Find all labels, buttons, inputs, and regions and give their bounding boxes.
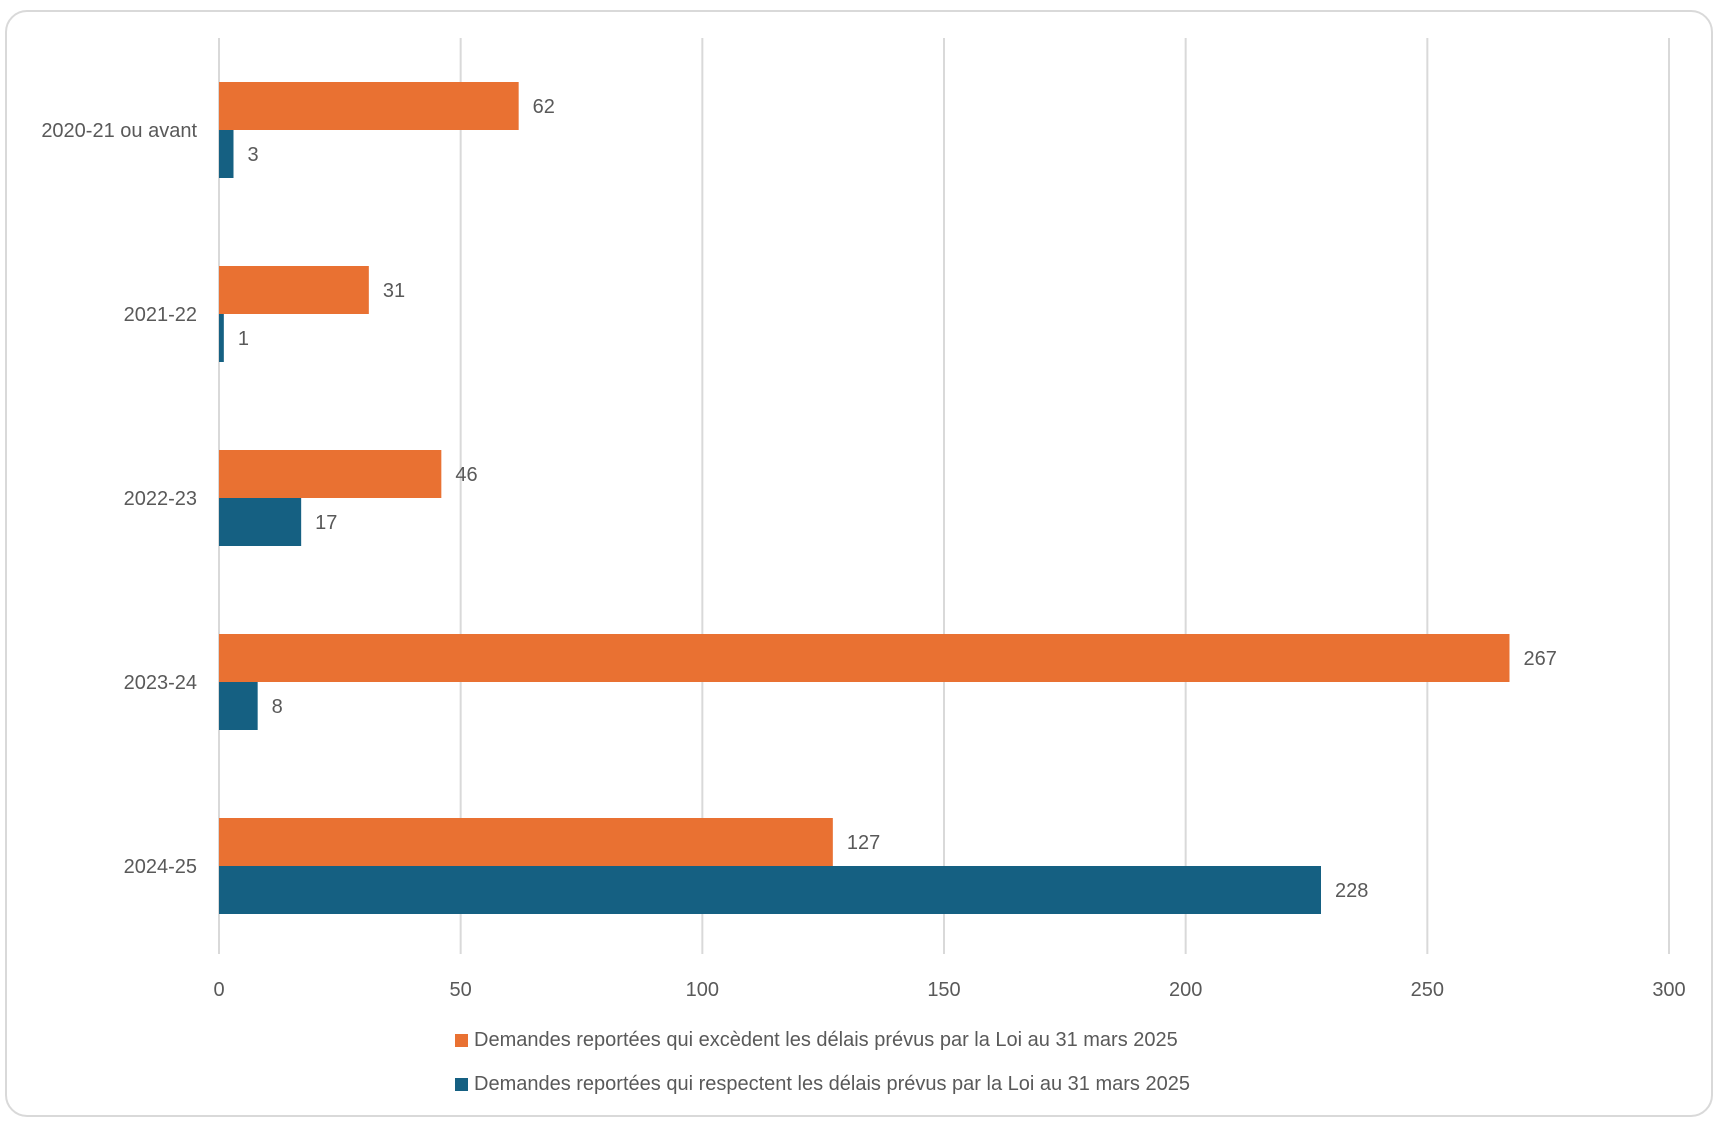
data-label: 62 bbox=[533, 96, 555, 118]
bar bbox=[219, 634, 1510, 682]
x-tick-label: 0 bbox=[213, 979, 224, 1001]
data-label: 17 bbox=[315, 512, 337, 534]
y-category-label: 2024-25 bbox=[124, 856, 197, 878]
bar bbox=[219, 82, 519, 130]
legend-label-respect: Demandes reportées qui respectent les dé… bbox=[474, 1073, 1190, 1095]
chart-card bbox=[5, 10, 1713, 1117]
y-category-label: 2021-22 bbox=[124, 304, 197, 326]
data-label: 1 bbox=[238, 328, 249, 350]
legend-swatch-exceed bbox=[455, 1034, 468, 1047]
x-tick-label: 50 bbox=[450, 979, 472, 1001]
x-tick-label: 200 bbox=[1169, 979, 1202, 1001]
bar bbox=[219, 266, 369, 314]
legend-swatch-respect bbox=[455, 1078, 468, 1091]
legend-label-exceed: Demandes reportées qui excèdent les déla… bbox=[474, 1029, 1178, 1051]
bar bbox=[219, 682, 258, 730]
x-tick-label: 300 bbox=[1652, 979, 1685, 1001]
data-label: 46 bbox=[455, 464, 477, 486]
data-label: 3 bbox=[248, 144, 259, 166]
y-category-label: 2023-24 bbox=[124, 672, 197, 694]
legend-item-respect: Demandes reportées qui respectent les dé… bbox=[455, 1073, 1190, 1096]
x-tick-label: 150 bbox=[927, 979, 960, 1001]
bar bbox=[219, 314, 224, 362]
x-tick-label: 100 bbox=[686, 979, 719, 1001]
y-category-label: 2020-21 ou avant bbox=[41, 120, 197, 142]
bar bbox=[219, 498, 302, 546]
data-label: 8 bbox=[272, 696, 283, 718]
data-label: 228 bbox=[1335, 880, 1368, 902]
data-label: 267 bbox=[1524, 648, 1557, 670]
data-label: 127 bbox=[847, 832, 880, 854]
x-tick-label: 250 bbox=[1411, 979, 1444, 1001]
data-label: 31 bbox=[383, 280, 405, 302]
bar bbox=[219, 818, 833, 866]
bar bbox=[219, 450, 442, 498]
bar bbox=[219, 866, 1321, 914]
bar bbox=[219, 130, 234, 178]
y-category-label: 2022-23 bbox=[124, 488, 197, 510]
legend-item-exceed: Demandes reportées qui excèdent les déla… bbox=[455, 1029, 1178, 1052]
